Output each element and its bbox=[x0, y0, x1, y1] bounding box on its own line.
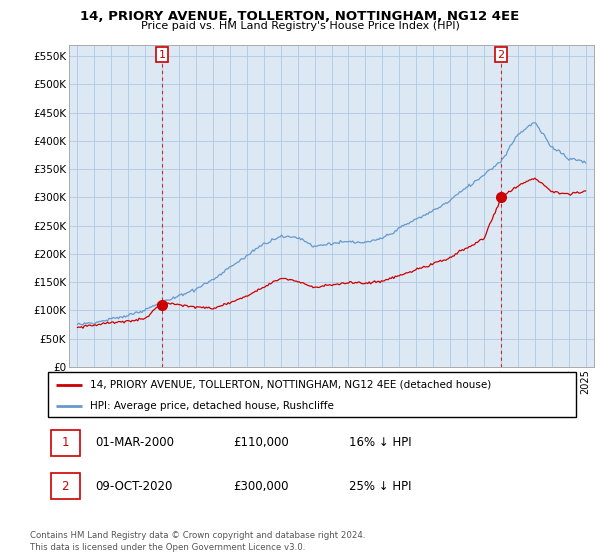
Bar bbox=[50, 473, 80, 499]
Text: Contains HM Land Registry data © Crown copyright and database right 2024.: Contains HM Land Registry data © Crown c… bbox=[30, 531, 365, 540]
Text: 14, PRIORY AVENUE, TOLLERTON, NOTTINGHAM, NG12 4EE: 14, PRIORY AVENUE, TOLLERTON, NOTTINGHAM… bbox=[80, 10, 520, 23]
Text: £110,000: £110,000 bbox=[233, 436, 289, 449]
Text: £300,000: £300,000 bbox=[233, 480, 288, 493]
Text: 2: 2 bbox=[497, 50, 505, 59]
Text: HPI: Average price, detached house, Rushcliffe: HPI: Average price, detached house, Rush… bbox=[90, 400, 334, 410]
Text: 09-OCT-2020: 09-OCT-2020 bbox=[95, 480, 173, 493]
Text: 1: 1 bbox=[158, 50, 166, 59]
Text: 01-MAR-2000: 01-MAR-2000 bbox=[95, 436, 175, 449]
Text: 14, PRIORY AVENUE, TOLLERTON, NOTTINGHAM, NG12 4EE (detached house): 14, PRIORY AVENUE, TOLLERTON, NOTTINGHAM… bbox=[90, 380, 491, 390]
Text: Price paid vs. HM Land Registry's House Price Index (HPI): Price paid vs. HM Land Registry's House … bbox=[140, 21, 460, 31]
Text: This data is licensed under the Open Government Licence v3.0.: This data is licensed under the Open Gov… bbox=[30, 543, 305, 552]
Text: 25% ↓ HPI: 25% ↓ HPI bbox=[349, 480, 412, 493]
Bar bbox=[50, 430, 80, 456]
Text: 16% ↓ HPI: 16% ↓ HPI bbox=[349, 436, 412, 449]
Text: 2: 2 bbox=[61, 480, 69, 493]
Text: 1: 1 bbox=[61, 436, 69, 449]
